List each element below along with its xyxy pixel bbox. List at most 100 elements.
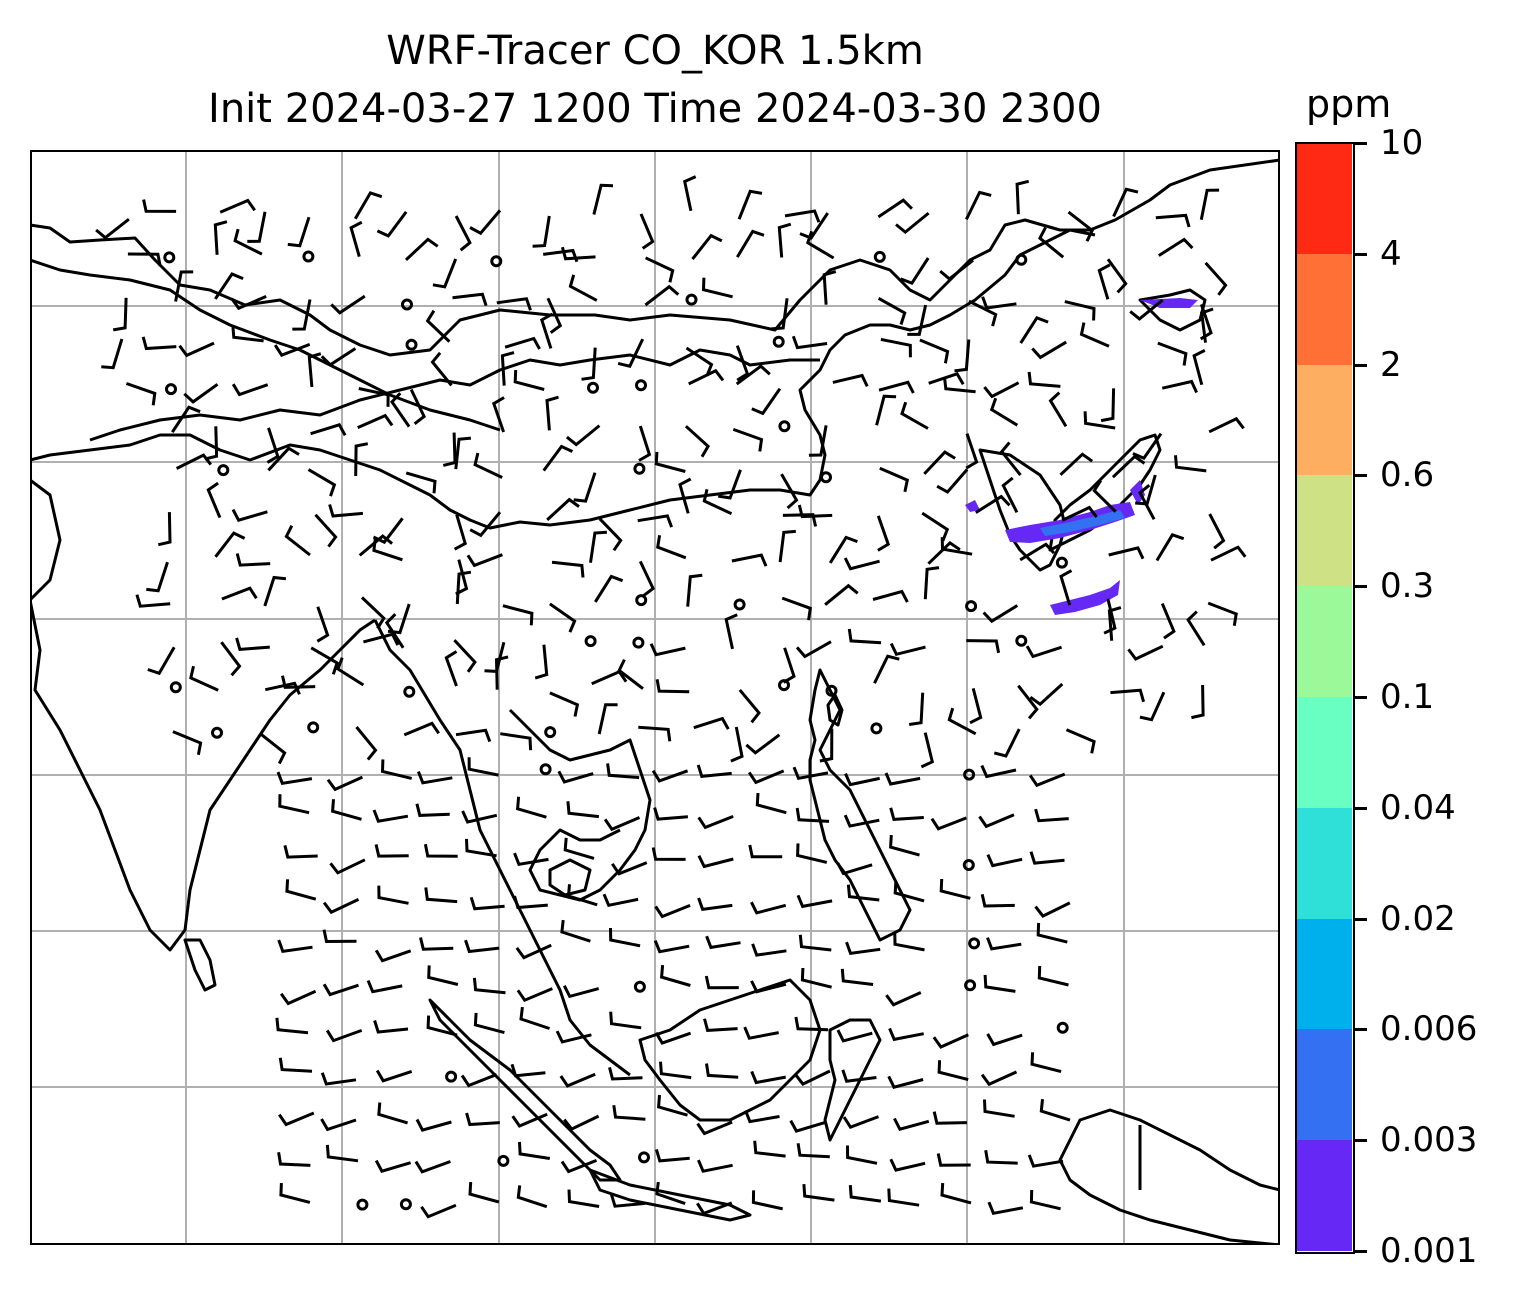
wind-barb: [417, 771, 453, 785]
wind-barb: [1208, 416, 1245, 434]
wind-barb: [404, 237, 439, 261]
wind-barb: [889, 807, 924, 821]
wind-barb: [372, 517, 404, 545]
wind-barb: [965, 433, 979, 470]
wind-barb: [696, 764, 732, 779]
wind-barb: [651, 769, 689, 783]
wind-barb: [283, 845, 318, 859]
wind-barb: [354, 442, 369, 477]
coastline-sulawesi: [823, 1018, 882, 1142]
wind-barb: [171, 405, 201, 434]
wind-barb: [310, 646, 339, 675]
wind-barb: [510, 1063, 546, 1078]
wind-barb: [608, 1067, 643, 1081]
calm-wind-marker: [544, 726, 557, 739]
wind-barb: [986, 854, 1023, 868]
wind-barb: [518, 1141, 551, 1160]
colorbar-tick: [1353, 252, 1367, 256]
wind-barb: [884, 772, 921, 786]
wind-barb: [374, 844, 409, 858]
colorbar-tick: [1353, 917, 1367, 921]
calm-wind-marker: [635, 594, 648, 607]
wind-barb: [307, 352, 322, 388]
wind-barb: [654, 1031, 692, 1045]
wind-barb: [791, 335, 828, 350]
wind-barb: [466, 553, 503, 568]
wind-barb: [939, 878, 971, 900]
wind-barb: [691, 233, 723, 261]
wind-barb: [1037, 965, 1069, 987]
wind-barb: [1034, 901, 1071, 918]
wind-barb: [233, 228, 263, 256]
wind-barb: [557, 770, 594, 784]
wind-barb: [204, 426, 219, 461]
wind-barb: [693, 716, 730, 730]
wind-barb: [1027, 371, 1061, 388]
coastline-hainan: [548, 858, 592, 897]
wind-barb: [231, 325, 264, 343]
calm-wind-marker: [1015, 253, 1028, 266]
wind-barb: [999, 441, 1022, 477]
wind-barb: [598, 517, 623, 552]
wind-barb: [415, 803, 450, 817]
wind-barb: [832, 373, 869, 387]
wind-barb: [532, 215, 551, 248]
calm-wind-marker: [587, 381, 599, 394]
wind-barb: [500, 351, 515, 386]
calm-wind-marker: [490, 255, 503, 268]
wind-barb: [372, 538, 403, 562]
coastline-china-2: [30, 228, 1096, 530]
colorbar-tick: [1353, 474, 1367, 478]
wind-barb: [878, 380, 915, 394]
calm-wind-marker: [964, 979, 977, 992]
wind-barb: [1037, 226, 1065, 259]
calm-wind-marker: [401, 298, 413, 311]
wind-barb: [877, 198, 913, 219]
wind-barb: [777, 222, 792, 258]
wind-barb: [1160, 603, 1176, 640]
wind-barb: [390, 392, 411, 428]
wind-barb: [986, 937, 1022, 951]
colorbar-tick: [1353, 696, 1367, 699]
wind-barb: [983, 1099, 1015, 1118]
wind-barb: [879, 466, 910, 493]
wind-barb: [473, 452, 503, 479]
wind-barb: [609, 1011, 642, 1030]
wind-barb: [566, 884, 598, 907]
wind-barb: [358, 534, 394, 557]
wind-barb: [843, 814, 880, 828]
map-title-line-1: WRF-Tracer CO_KOR 1.5km: [386, 28, 924, 74]
wind-barb: [907, 304, 928, 336]
wind-barb: [876, 515, 891, 552]
wind-barb: [278, 1057, 313, 1073]
colorbar-tick-label: 0.006: [1380, 1009, 1478, 1050]
calm-wind-marker: [820, 471, 832, 484]
colorbar: [1296, 143, 1352, 1252]
wind-barb: [549, 691, 580, 717]
wind-barb: [1200, 307, 1214, 343]
wind-barb: [1036, 922, 1068, 944]
wind-barb: [780, 473, 799, 510]
calm-wind-marker: [633, 462, 646, 475]
wind-barb: [349, 220, 363, 258]
wind-barb: [279, 989, 317, 1006]
wind-barb: [455, 570, 472, 605]
wind-barb: [135, 594, 171, 608]
wind-barb: [565, 424, 601, 447]
wind-barb: [735, 345, 750, 382]
wind-barb: [307, 468, 337, 497]
wind-barb: [206, 481, 222, 519]
wind-barb: [930, 816, 967, 831]
wind-barb: [460, 1073, 498, 1088]
wind-barb: [704, 975, 739, 990]
wind-barb: [322, 983, 359, 997]
wind-barb: [275, 1017, 309, 1035]
wind-barb: [656, 535, 687, 560]
wind-barb: [705, 935, 741, 950]
wind-barb: [893, 880, 925, 903]
wind-barb: [444, 650, 458, 687]
tracer-patch: [1130, 480, 1145, 505]
colorbar-segment: [1296, 586, 1352, 698]
wind-barb: [609, 927, 641, 948]
wind-barb: [1207, 601, 1238, 626]
